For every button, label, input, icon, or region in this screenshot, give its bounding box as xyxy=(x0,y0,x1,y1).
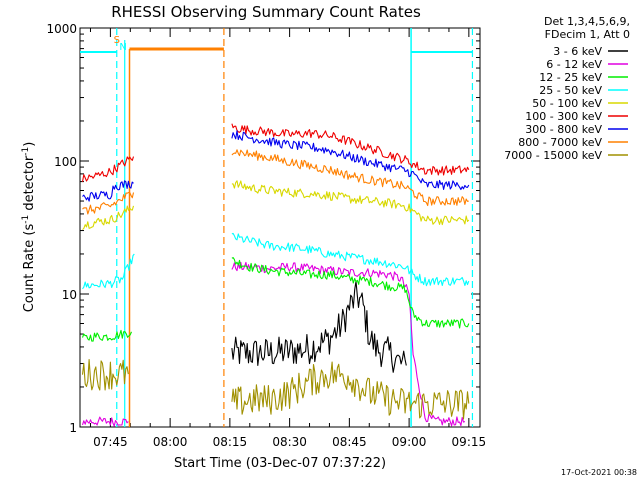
x-axis: 07:45 08:00 08:15 08:30 08:45 09:00 09:15 xyxy=(89,28,487,449)
legend-label: 12 - 25 keV xyxy=(539,71,602,84)
y-tick-label: 1000 xyxy=(46,22,77,36)
y-axis-label: Count Rate (s-1 detector-1) xyxy=(21,142,37,313)
series-line-300-800kev xyxy=(82,130,470,202)
annotation-n: N xyxy=(119,42,126,53)
y-tick-label: 1 xyxy=(69,421,77,435)
legend-label: 7000 - 15000 keV xyxy=(504,149,602,162)
x-axis-label: Start Time (03-Dec-07 07:37:22) xyxy=(174,456,386,471)
x-tick-label: 08:45 xyxy=(332,435,367,449)
series-line-12-25kev xyxy=(81,257,470,342)
legend-label: 25 - 50 keV xyxy=(539,84,602,97)
x-tick-label: 09:00 xyxy=(392,435,427,449)
series-line-50-100kev xyxy=(82,180,470,231)
x-tick-label: 08:00 xyxy=(153,435,188,449)
y-tick-label: 100 xyxy=(54,155,77,169)
legend: Det 1,3,4,5,6,9, FDecim 1, Att 0 3 - 6 k… xyxy=(504,15,630,162)
series-layer xyxy=(81,123,470,427)
x-tick-label: 08:15 xyxy=(213,435,248,449)
annotation-s: S xyxy=(114,35,120,46)
legend-label: 800 - 7000 keV xyxy=(518,136,602,149)
y-tick-label: 10 xyxy=(62,288,77,302)
x-tick-label: 09:15 xyxy=(452,435,487,449)
legend-label: 100 - 300 keV xyxy=(525,110,602,123)
series-line-25-50kev xyxy=(82,232,470,290)
legend-label: 6 - 12 keV xyxy=(546,58,602,71)
footer-timestamp: 17-Oct-2021 00:38 xyxy=(561,468,637,477)
series-line-100-300kev xyxy=(81,123,470,182)
legend-label: 3 - 6 keV xyxy=(553,45,602,58)
y-axis: 1 10 100 1000 xyxy=(46,22,480,435)
series-line-800-7000kev xyxy=(82,149,469,215)
x-tick-label: 08:30 xyxy=(272,435,307,449)
event-markers: SN xyxy=(80,28,474,427)
plot-frame xyxy=(79,27,481,428)
x-tick-label: 07:45 xyxy=(93,435,128,449)
series-line-7000-15000kev xyxy=(81,359,470,420)
legend-label: 300 - 800 keV xyxy=(525,123,602,136)
chart-title: RHESSI Observing Summary Count Rates xyxy=(111,3,421,21)
legend-label: 50 - 100 keV xyxy=(532,97,602,110)
series-line-3-6kev xyxy=(231,280,407,373)
series-line-6-12kev xyxy=(81,261,466,427)
legend-header-1: Det 1,3,4,5,6,9, xyxy=(544,15,630,28)
legend-header-2: FDecim 1, Att 0 xyxy=(545,28,630,41)
